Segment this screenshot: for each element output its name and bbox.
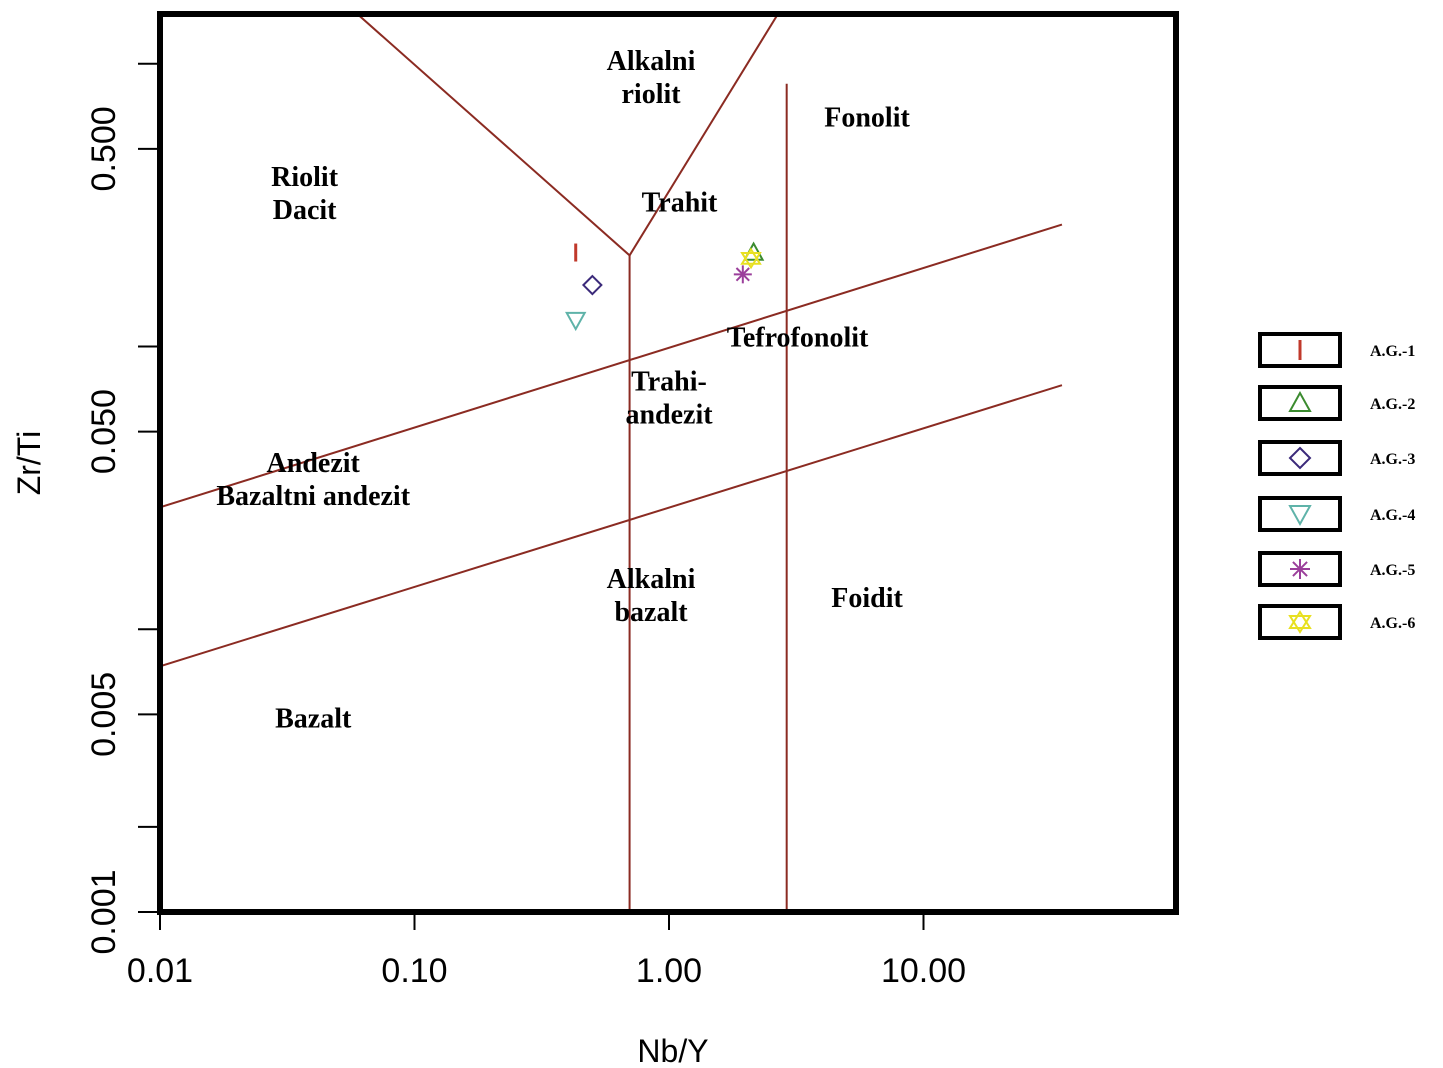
region-label: Foidit bbox=[831, 583, 903, 614]
boundary-line-6 bbox=[160, 384, 1063, 668]
legend-label: A.G.-1 bbox=[1370, 343, 1415, 360]
legend-box bbox=[1258, 332, 1342, 368]
region-label: Bazalt bbox=[275, 703, 352, 734]
legend-item: A.G.-4 bbox=[1258, 496, 1415, 532]
legend-label: A.G.-3 bbox=[1370, 451, 1415, 468]
legend-box bbox=[1258, 604, 1342, 640]
legend-marker-icon bbox=[1288, 390, 1312, 412]
x-tick-label: 0.10 bbox=[381, 952, 447, 990]
data-point bbox=[740, 247, 762, 270]
legend-box bbox=[1258, 551, 1342, 587]
legend: A.G.-1 A.G.-2 A.G.-3 A.G.-4 A.G.-5 A.G.-6 bbox=[1258, 332, 1415, 640]
region-labels: Alkalni riolit Fonolit Riolit Dacit Trahit Tef… bbox=[216, 46, 910, 734]
x-tick-label: 10.00 bbox=[881, 952, 966, 990]
x-tick-label: 0.01 bbox=[127, 952, 193, 990]
region-label: Tefrofonolit bbox=[727, 323, 869, 354]
data-point bbox=[565, 311, 587, 332]
y-tick-label: 0.005 bbox=[85, 672, 123, 757]
field-boundaries bbox=[160, 14, 1063, 912]
data-point bbox=[742, 241, 765, 261]
y-axis-title: Zr/Ti bbox=[11, 431, 47, 496]
boundary-line-2 bbox=[628, 14, 780, 256]
region-label: Riolit Dacit bbox=[271, 162, 339, 226]
region-label: Alkalni riolit bbox=[607, 46, 696, 110]
region-label: Andezit Bazaltni andezit bbox=[216, 448, 410, 512]
region-label: Trahit bbox=[642, 188, 718, 219]
legend-label: A.G.-4 bbox=[1370, 507, 1415, 524]
boundary-line-5 bbox=[160, 223, 1063, 509]
plot-frame bbox=[157, 11, 1179, 915]
data-point bbox=[733, 265, 752, 284]
boundary-line-1 bbox=[355, 14, 631, 257]
legend-marker-icon bbox=[1288, 446, 1312, 470]
legend-item: A.G.-3 bbox=[1258, 440, 1415, 476]
y-tick-label: 0.500 bbox=[85, 106, 123, 191]
legend-box bbox=[1258, 496, 1342, 532]
axis-ticks: 0.01 0.10 1.00 10.00 0.001 0.005 0.050 0.500 bbox=[85, 62, 966, 990]
legend-label: A.G.-5 bbox=[1370, 562, 1415, 579]
region-label: Trahi-andezit bbox=[625, 366, 713, 430]
y-tick-label: 0.050 bbox=[85, 389, 123, 474]
legend-item: A.G.-2 bbox=[1258, 385, 1415, 421]
legend-marker-icon bbox=[1290, 559, 1310, 579]
legend-marker-icon bbox=[1288, 505, 1312, 527]
legend-marker-icon bbox=[1288, 610, 1312, 634]
x-tick-label: 1.00 bbox=[636, 952, 702, 990]
x-axis-title: Nb/Y bbox=[637, 1033, 708, 1068]
legend-box bbox=[1258, 385, 1342, 421]
region-label: Alkalni bazalt bbox=[607, 564, 696, 628]
legend-item: A.G.-5 bbox=[1258, 551, 1415, 587]
y-tick-label: 0.001 bbox=[85, 869, 123, 954]
legend-box bbox=[1258, 440, 1342, 476]
data-points bbox=[565, 241, 765, 332]
legend-label: A.G.-2 bbox=[1370, 396, 1415, 413]
legend-item: A.G.-1 bbox=[1258, 332, 1415, 368]
legend-item: A.G.-6 bbox=[1258, 604, 1415, 640]
region-label: Fonolit bbox=[824, 103, 910, 134]
legend-label: A.G.-6 bbox=[1370, 615, 1415, 632]
data-point bbox=[581, 274, 603, 296]
